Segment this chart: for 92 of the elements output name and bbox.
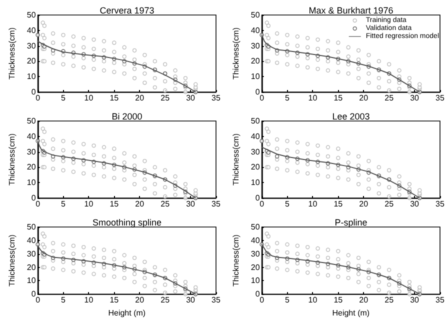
x-tick-label: 25 — [384, 200, 394, 208]
x-tick-label: 10 — [84, 200, 94, 208]
y-tick-label: 0 — [31, 88, 36, 96]
x-tick-label: 25 — [384, 94, 394, 102]
x-tick-label: 15 — [334, 296, 344, 305]
y-tick-label: 50 — [26, 116, 36, 126]
x-tick-label: 5 — [61, 296, 66, 305]
x-tick-label: 20 — [359, 296, 369, 305]
x-tick-label: 10 — [308, 94, 318, 102]
y-axis-title: Thickness(cm) — [232, 234, 240, 287]
x-tick-label: 35 — [436, 94, 445, 102]
x-tick-label: 25 — [160, 200, 170, 208]
chart-title: P-spline — [334, 218, 368, 228]
x-tick-label: 35 — [212, 94, 221, 102]
x-tick-label: 35 — [212, 296, 221, 305]
x-tick-label: 5 — [61, 94, 66, 102]
x-tick-label: 15 — [110, 200, 120, 208]
y-tick-label: 30 — [26, 41, 36, 50]
y-tick-label: 20 — [250, 56, 260, 66]
x-tick-label: 10 — [308, 200, 318, 208]
y-tick-label: 40 — [250, 132, 260, 141]
y-tick-label: 50 — [250, 222, 260, 232]
y-tick-label: 10 — [26, 276, 36, 286]
x-tick-label: 30 — [410, 200, 420, 208]
y-tick-label: 30 — [250, 147, 260, 156]
y-tick-label: 20 — [250, 262, 260, 272]
x-tick-label: 20 — [135, 200, 145, 208]
chart-title: Max & Burkhart 1976 — [308, 6, 394, 16]
y-tick-label: 40 — [250, 236, 260, 245]
x-tick-label: 35 — [436, 296, 445, 305]
y-tick-label: 0 — [255, 194, 260, 202]
x-tick-label: 5 — [285, 200, 290, 208]
x-tick-label: 10 — [84, 94, 94, 102]
x-tick-label: 15 — [334, 94, 344, 102]
x-tick-label: 30 — [186, 296, 196, 305]
y-tick-label: 30 — [26, 147, 36, 156]
chart-title: Smoothing spline — [92, 218, 162, 228]
y-tick-label: 30 — [250, 41, 260, 50]
y-tick-label: 40 — [26, 132, 36, 141]
y-tick-label: 40 — [26, 236, 36, 245]
y-axis-title: Thickness(cm) — [232, 133, 240, 186]
y-tick-label: 20 — [26, 262, 36, 272]
y-tick-label: 20 — [26, 56, 36, 66]
y-tick-label: 10 — [250, 178, 260, 188]
x-axis-title: Height (m) — [332, 308, 370, 318]
x-tick-label: 15 — [110, 296, 120, 305]
x-tick-label: 10 — [308, 296, 318, 305]
y-tick-label: 50 — [250, 10, 260, 20]
x-tick-label: 35 — [212, 200, 221, 208]
x-tick-label: 30 — [186, 94, 196, 102]
x-tick-label: 15 — [334, 200, 344, 208]
y-tick-label: 50 — [26, 10, 36, 20]
y-tick-label: 20 — [250, 162, 260, 172]
y-axis-title: Thickness(cm) — [8, 234, 16, 287]
x-axis-title: Height (m) — [108, 308, 146, 318]
chart-title: Bi 2000 — [112, 112, 142, 122]
y-tick-label: 10 — [250, 72, 260, 82]
x-tick-label: 5 — [285, 296, 290, 305]
x-tick-label: 25 — [384, 296, 394, 305]
y-tick-label: 50 — [26, 222, 36, 232]
y-tick-label: 40 — [26, 26, 36, 35]
x-tick-label: 25 — [160, 94, 170, 102]
x-tick-label: 15 — [110, 94, 120, 102]
chart-title: Cervera 1973 — [100, 6, 154, 16]
y-tick-label: 10 — [26, 178, 36, 188]
x-tick-label: 20 — [135, 94, 145, 102]
x-tick-label: 35 — [436, 200, 445, 208]
y-tick-label: 0 — [31, 194, 36, 202]
y-tick-label: 30 — [26, 249, 36, 258]
y-tick-label: 40 — [250, 26, 260, 35]
x-tick-label: 30 — [410, 296, 420, 305]
x-tick-label: 30 — [186, 200, 196, 208]
x-tick-label: 20 — [359, 200, 369, 208]
y-tick-label: 10 — [26, 72, 36, 82]
y-tick-label: 0 — [31, 290, 36, 299]
y-tick-label: 0 — [255, 290, 260, 299]
x-tick-label: 5 — [285, 94, 290, 102]
y-tick-label: 20 — [26, 162, 36, 172]
y-axis-title: Thickness(cm) — [8, 27, 16, 80]
x-tick-label: 20 — [135, 296, 145, 305]
chart-title: Lee 2003 — [332, 112, 370, 122]
y-tick-label: 10 — [250, 276, 260, 286]
y-axis-title: Thickness(cm) — [8, 133, 16, 186]
x-tick-label: 5 — [61, 200, 66, 208]
y-tick-label: 30 — [250, 249, 260, 258]
y-tick-label: 50 — [250, 116, 260, 126]
y-tick-label: 0 — [255, 88, 260, 96]
x-tick-label: 25 — [160, 296, 170, 305]
y-axis-title: Thickness(cm) — [232, 27, 240, 80]
x-tick-label: 30 — [410, 94, 420, 102]
x-tick-label: 20 — [359, 94, 369, 102]
x-tick-label: 10 — [84, 296, 94, 305]
